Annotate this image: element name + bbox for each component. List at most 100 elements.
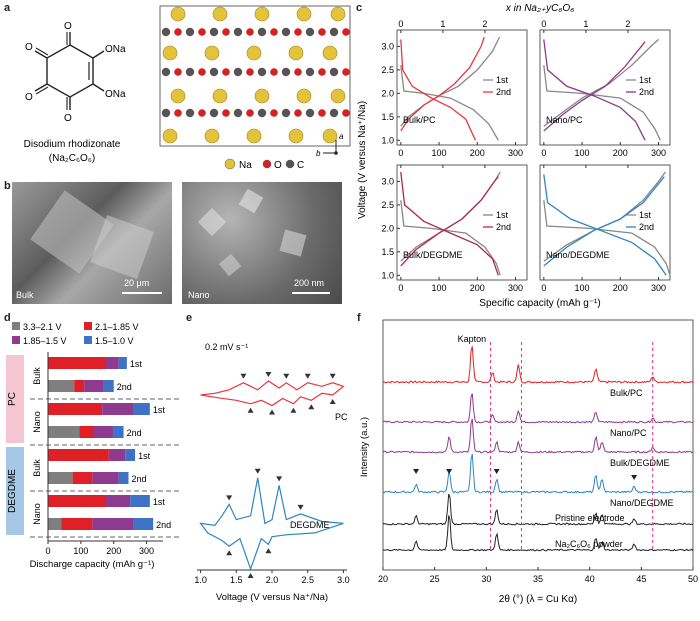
crystal-atom-na — [296, 88, 312, 104]
crystal-atom — [161, 108, 171, 118]
bar-segment — [48, 426, 80, 438]
x-tick-label: 100 — [432, 148, 447, 158]
crystal-atom — [294, 109, 302, 117]
bar-segment — [74, 380, 85, 392]
crystal-atom — [342, 28, 350, 36]
panel-label-d: d — [4, 312, 11, 324]
sem-nano-label: Nano — [188, 290, 210, 300]
crystal-atom — [257, 27, 267, 37]
y-tick-label: 3.0 — [381, 176, 394, 186]
crystal-atom — [174, 109, 182, 117]
crystal-atom — [318, 28, 326, 36]
legend-swatch — [12, 322, 20, 330]
peak-marker — [247, 573, 254, 578]
legend-label: 1.85–1.5 V — [23, 336, 67, 346]
xrd-pattern-2 — [382, 393, 694, 424]
bar-segment — [48, 518, 62, 530]
sem-image-bulk: Bulk 20 μm — [12, 182, 172, 304]
bar-segment — [105, 357, 119, 369]
molecule-formula: (Na₂C₆O₆) — [49, 153, 95, 164]
axis-b-label: b — [316, 149, 321, 158]
subplot-1: 0 100 200 300 0 1 2 1.0 1.5 2.0 2.5 3.0 1st 2nd Bulk/P… — [381, 19, 528, 158]
xrd-pattern-3 — [382, 418, 694, 454]
x-tick-label: 100 — [73, 546, 88, 556]
subgroup-label: Bulk — [32, 367, 42, 385]
x-tick-label: 0 — [541, 283, 546, 293]
legend-swatch — [84, 336, 92, 344]
atom-legend: Na O C — [224, 158, 304, 171]
x-tick-label: 1.0 — [194, 575, 207, 585]
x-tick-label: 200 — [613, 283, 628, 293]
subplot-label: Bulk/PC — [403, 115, 436, 125]
legend-label-1st: 1st — [496, 75, 509, 85]
crystal-atom — [342, 109, 350, 117]
crystal-atom — [329, 67, 339, 77]
crystal-atom — [329, 27, 339, 37]
atom-label: O — [25, 92, 33, 103]
x-tick-label: 20 — [378, 574, 388, 584]
peak-marker — [329, 399, 336, 404]
crystal-atom-na — [246, 45, 262, 61]
bar-segment — [108, 449, 126, 461]
x-tick-label: 200 — [470, 283, 485, 293]
solvent-label: DEGDME — [7, 469, 18, 513]
legend-swatch — [12, 336, 20, 344]
atom-label: O — [25, 42, 33, 53]
xrd-pattern-4 — [382, 453, 694, 494]
peak-marker — [329, 373, 336, 379]
legend-o-label: O — [274, 160, 282, 171]
crystal-atom — [281, 108, 291, 118]
x-tick-label: 25 — [430, 574, 440, 584]
pattern-label: Nano/PC — [610, 428, 647, 438]
series-2nd-discharge — [400, 39, 476, 141]
crystal-atom-na — [254, 6, 270, 22]
cycle-label: 1st — [138, 451, 151, 461]
bar-segment — [133, 403, 150, 415]
cv-curve-DEGDME — [199, 477, 344, 571]
bar-segment — [118, 472, 129, 484]
cycle-label: 2nd — [132, 474, 147, 484]
axis-a-label: a — [339, 132, 344, 141]
y-axis-label: Intensity (a.u.) — [359, 417, 370, 477]
molecule-name: Disodium rhodizonate — [24, 139, 121, 150]
crystal-atom — [222, 68, 230, 76]
y-tick-label: 2.0 — [381, 88, 394, 98]
subplot-3: 0 100 200 300 1.0 1.5 2.0 2.5 3.0 1st 2nd Bulk/DEGD… — [381, 164, 528, 293]
peak-marker — [265, 372, 272, 377]
peak-marker — [631, 475, 638, 480]
x-tick-label: 45 — [636, 574, 646, 584]
cv-curve-PC — [200, 380, 345, 407]
top-tick-label: 0 — [541, 19, 546, 29]
panel-label-a: a — [4, 2, 11, 14]
top-tick-label: 1 — [440, 19, 445, 29]
legend-c-label: C — [297, 160, 304, 171]
subplot-4: 0 100 200 300 1st 2nd Nano/DEGDME — [539, 164, 671, 293]
x-tick-label: 300 — [508, 283, 523, 293]
sem-nano-scalebar-label: 200 nm — [294, 278, 325, 288]
bar-segment — [133, 518, 154, 530]
crystal-atom-na — [254, 88, 270, 104]
sem-image-nano: Nano 200 nm — [182, 182, 342, 304]
peak-marker — [226, 495, 233, 501]
peak-marker — [297, 504, 304, 510]
x-tick-label: 300 — [651, 283, 666, 293]
pattern-label: Na₂C₆O₆ powder — [555, 539, 623, 549]
atom-label: O — [64, 21, 72, 32]
panel-label-c: c — [356, 2, 363, 14]
x-tick-label: 300 — [508, 148, 523, 158]
molecule-structure: O O O O ONa ONa — [25, 21, 126, 124]
top-tick-label: 0 — [398, 19, 403, 29]
x-tick-label: 2.0 — [266, 575, 279, 585]
bar-segment — [48, 472, 73, 484]
crystal-atom — [329, 108, 339, 118]
x-axis-label: 2θ (°) (λ = Cu Kα) — [499, 594, 577, 605]
crystal-atom — [270, 28, 278, 36]
crystal-atom — [161, 27, 171, 37]
bar-segment — [72, 472, 93, 484]
crystal-atom — [233, 108, 243, 118]
crystal-atom — [270, 109, 278, 117]
plot-frame — [382, 319, 694, 571]
legend-label-2nd: 2nd — [496, 222, 511, 232]
peak-marker — [254, 468, 261, 474]
subplot-frame — [539, 29, 671, 146]
